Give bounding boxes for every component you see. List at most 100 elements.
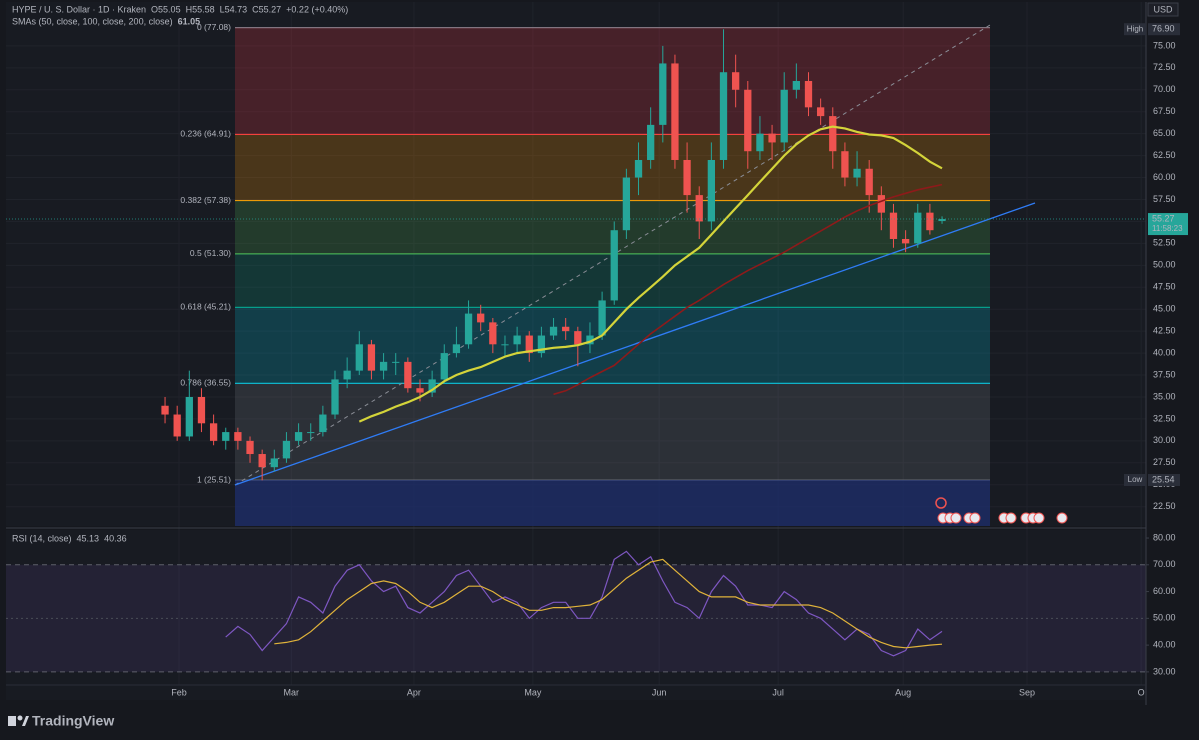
candle-body xyxy=(294,432,303,441)
candle-body xyxy=(464,313,473,345)
y-tick-label: 72.50 xyxy=(1153,62,1176,72)
candle-body xyxy=(598,300,606,336)
candle-body xyxy=(404,361,412,389)
candle-body xyxy=(889,212,898,239)
candle-body xyxy=(768,133,776,143)
currency: USD xyxy=(1153,4,1173,14)
candle-body xyxy=(270,458,278,468)
x-tick-label: Feb xyxy=(171,687,187,697)
trend-line xyxy=(234,202,1036,486)
fib-label: 0.618 (45.21) xyxy=(180,302,231,312)
candle-body xyxy=(258,454,266,468)
fib-label: 0 (77.08) xyxy=(197,22,231,32)
fib-label: 0.382 (57.38) xyxy=(180,195,231,205)
y-tick-label: 32.50 xyxy=(1153,413,1176,423)
candle-body xyxy=(659,63,667,125)
candle-body xyxy=(209,423,218,441)
ohlc-value: H55.58 xyxy=(186,4,215,14)
candle-body xyxy=(914,212,922,244)
candle-body xyxy=(586,335,594,345)
candle-body xyxy=(683,159,691,196)
ohlc-value: +0.22 (+0.40%) xyxy=(286,4,348,14)
candle-body xyxy=(367,344,376,371)
candle-body xyxy=(525,335,533,354)
rsi-line xyxy=(274,558,943,649)
candle-body xyxy=(428,379,436,393)
y-tick-label: 40.00 xyxy=(1153,347,1176,357)
candle-body xyxy=(816,107,825,117)
x-tick-label: Apr xyxy=(407,687,421,697)
rsi-tick-label: 30.00 xyxy=(1153,666,1176,676)
candle-body xyxy=(331,379,339,415)
marker-name: High xyxy=(1127,24,1143,33)
rsi-value: 40.36 xyxy=(104,533,127,543)
marker-value: 76.90 xyxy=(1152,24,1175,34)
x-tick-label: Aug xyxy=(895,687,911,697)
chart-title: HYPE / U. S. Dollar · 1D · Kraken xyxy=(12,4,146,14)
fib-label: 0.786 (36.55) xyxy=(180,378,231,388)
candle-body xyxy=(853,168,861,178)
candle-body xyxy=(222,432,230,441)
candle-body xyxy=(343,370,351,380)
candle-body xyxy=(161,405,169,415)
rsi-tick-label: 60.00 xyxy=(1153,586,1176,596)
marker-value: 25.54 xyxy=(1152,474,1175,484)
candle-body xyxy=(197,396,206,424)
y-tick-label: 42.50 xyxy=(1153,326,1176,336)
y-tick-label: 30.00 xyxy=(1153,435,1176,445)
candle-body xyxy=(440,353,448,380)
candle-body xyxy=(392,361,400,363)
candle-body xyxy=(938,219,946,221)
fib-label: 1 (25.51) xyxy=(197,475,231,485)
candle-body xyxy=(792,80,800,90)
x-tick-label: Mar xyxy=(284,687,300,697)
marker-name-box xyxy=(1124,474,1146,487)
y-tick-label: 50.00 xyxy=(1153,260,1176,270)
last-price: 55.27 xyxy=(1152,213,1175,223)
candle-body xyxy=(841,151,849,178)
countdown: 11:58:23 xyxy=(1152,224,1183,233)
y-tick-label: 60.00 xyxy=(1153,172,1176,182)
fib-extension-band xyxy=(235,480,990,526)
candle-body xyxy=(634,159,643,178)
candle-body xyxy=(695,195,703,222)
candle-body xyxy=(865,168,873,196)
candle-body xyxy=(452,344,461,354)
rsi-value: 45.13 xyxy=(77,533,100,543)
candle-body xyxy=(901,238,910,244)
candle-body xyxy=(562,326,570,332)
candle-body xyxy=(173,414,181,437)
candle-body xyxy=(246,440,254,455)
marker-value-box xyxy=(1148,23,1180,36)
y-tick-label: 37.50 xyxy=(1153,369,1176,379)
fib-band xyxy=(235,134,990,201)
ohlc-value: C55.27 xyxy=(252,4,281,14)
candle-body xyxy=(877,195,885,213)
y-tick-label: 22.50 xyxy=(1153,501,1176,511)
y-tick-label: 27.50 xyxy=(1153,457,1176,467)
marker-value-box xyxy=(1148,474,1180,487)
fib-band xyxy=(235,27,990,135)
indicator-value: 61.05 xyxy=(178,16,201,26)
candle-body xyxy=(549,326,558,336)
candle-body xyxy=(622,177,631,231)
candle-body xyxy=(307,432,315,434)
y-tick-label: 52.50 xyxy=(1153,238,1176,248)
sma-line xyxy=(553,183,943,396)
candle-body xyxy=(355,344,363,371)
x-tick-label: May xyxy=(524,687,542,697)
candle-body xyxy=(513,335,521,345)
fib-label: 0.236 (64.91) xyxy=(180,129,231,139)
ohlc-value: L54.73 xyxy=(220,4,248,14)
candle-body xyxy=(574,331,582,345)
rsi-title: RSI (14, close) xyxy=(12,533,72,543)
candle-body xyxy=(610,230,618,301)
y-tick-label: 65.00 xyxy=(1153,128,1176,138)
y-tick-label: 67.50 xyxy=(1153,106,1176,116)
fib-band xyxy=(235,383,990,481)
x-tick-label: Sep xyxy=(1019,687,1035,697)
y-tick-label: 35.00 xyxy=(1153,391,1176,401)
y-tick-label: 75.00 xyxy=(1153,40,1176,50)
